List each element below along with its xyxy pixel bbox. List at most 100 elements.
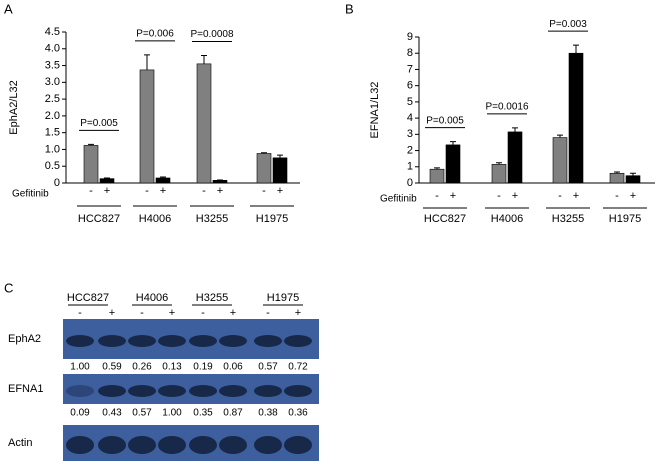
band xyxy=(189,385,217,397)
bar xyxy=(272,157,288,184)
y-tick-label: 9 xyxy=(407,31,413,43)
error-bar xyxy=(261,152,267,154)
bar xyxy=(83,145,99,184)
y-tick-label: 5 xyxy=(407,96,413,108)
error-bar xyxy=(496,162,502,165)
y-tick-label: 4 xyxy=(407,112,413,124)
quantification: 0.09 xyxy=(70,408,90,419)
y-tick-label: 3.0 xyxy=(45,76,60,88)
quantification: 0.57 xyxy=(132,408,152,419)
treatment-tick-label: - xyxy=(615,190,619,202)
band xyxy=(66,436,94,454)
band xyxy=(254,385,282,397)
treatment-tick-label: + xyxy=(277,185,283,197)
treatment-tick-label: + xyxy=(450,190,456,202)
treatment-tick-label: - xyxy=(435,190,439,202)
band xyxy=(254,335,282,347)
treatment-tick-label: + xyxy=(160,185,166,197)
lane-treatment: + xyxy=(109,307,115,319)
band xyxy=(284,385,312,397)
treatment-tick-label: - xyxy=(497,190,501,202)
y-tick-label: 1.0 xyxy=(45,143,60,155)
bar xyxy=(625,175,641,184)
y-tick-label: 3 xyxy=(407,128,413,140)
treatment-tick-label: + xyxy=(104,185,110,197)
x-tick-label: H1975 xyxy=(609,213,641,225)
band xyxy=(158,436,186,454)
quantification: 0.87 xyxy=(223,408,243,419)
p-value: P=0.0008 xyxy=(190,29,234,40)
lane-group-label: H1975 xyxy=(267,292,299,304)
band xyxy=(254,436,282,454)
quantification: 1.00 xyxy=(162,408,182,419)
lane-treatment: + xyxy=(230,307,236,319)
error-bar xyxy=(160,176,166,178)
quantification: 0.38 xyxy=(258,408,278,419)
p-value: P=0.006 xyxy=(136,28,174,39)
y-tick-label: 1 xyxy=(407,161,413,173)
band xyxy=(219,335,247,347)
lane-treatment: - xyxy=(140,307,144,319)
row-label: EFNA1 xyxy=(8,383,43,395)
bar xyxy=(507,131,523,184)
x-tick-label: H1975 xyxy=(256,213,288,225)
panel-label: A xyxy=(4,1,13,16)
bar xyxy=(491,164,507,184)
p-value: P=0.003 xyxy=(549,19,587,30)
lane-treatment: - xyxy=(78,307,82,319)
row-label: EphA2 xyxy=(8,333,41,345)
bar xyxy=(155,177,171,184)
x-tick-label: H3255 xyxy=(196,213,228,225)
error-bar xyxy=(512,127,518,132)
treatment-tick-label: + xyxy=(573,190,579,202)
quantification: 0.43 xyxy=(102,408,122,419)
y-tick-label: 0 xyxy=(54,177,60,189)
quantification: 1.00 xyxy=(70,362,90,373)
lane-treatment: - xyxy=(266,307,270,319)
band xyxy=(284,335,312,347)
x-tick-label: H3255 xyxy=(552,213,584,225)
y-tick-label: 0.5 xyxy=(45,160,60,172)
quantification: 0.59 xyxy=(102,362,122,373)
quantification: 0.13 xyxy=(162,362,182,373)
quantification: 0.57 xyxy=(258,362,278,373)
band xyxy=(189,335,217,347)
band xyxy=(128,436,156,454)
error-bar xyxy=(88,143,94,146)
y-tick-label: 4.5 xyxy=(45,26,60,38)
error-bar xyxy=(277,154,283,158)
error-bar xyxy=(557,134,563,138)
treatment-tick-label: + xyxy=(512,190,518,202)
treatment-tick-label: - xyxy=(558,190,562,202)
band xyxy=(219,436,247,454)
y-tick-label: 4.0 xyxy=(45,43,60,55)
bar xyxy=(256,153,272,184)
band xyxy=(98,335,126,347)
band xyxy=(128,385,156,397)
error-bar xyxy=(573,44,579,54)
error-bar xyxy=(450,141,456,145)
band xyxy=(158,335,186,347)
lane-treatment: + xyxy=(169,307,175,319)
quantification: 0.72 xyxy=(288,362,308,373)
x-tick-label: H4006 xyxy=(139,213,171,225)
band xyxy=(98,385,126,397)
x-tick-label: HCC827 xyxy=(424,213,466,225)
x-tick-label: HCC827 xyxy=(78,213,120,225)
band xyxy=(98,436,126,454)
treatment-tick-label: + xyxy=(630,190,636,202)
y-tick-label: 1.5 xyxy=(45,127,60,139)
y-tick-label: 2.5 xyxy=(45,93,60,105)
panel-label: B xyxy=(345,1,354,16)
error-bar xyxy=(144,54,150,70)
error-bar xyxy=(201,54,207,64)
treatment-label: Gefitinib xyxy=(12,189,49,200)
bar xyxy=(609,172,625,184)
error-bar xyxy=(630,172,636,176)
treatment-tick-label: - xyxy=(262,185,266,197)
y-axis-label: EFNA1/L32 xyxy=(369,82,381,139)
p-value: P=0.0016 xyxy=(485,101,529,112)
error-bar xyxy=(104,177,110,179)
row-label: Actin xyxy=(8,437,32,449)
